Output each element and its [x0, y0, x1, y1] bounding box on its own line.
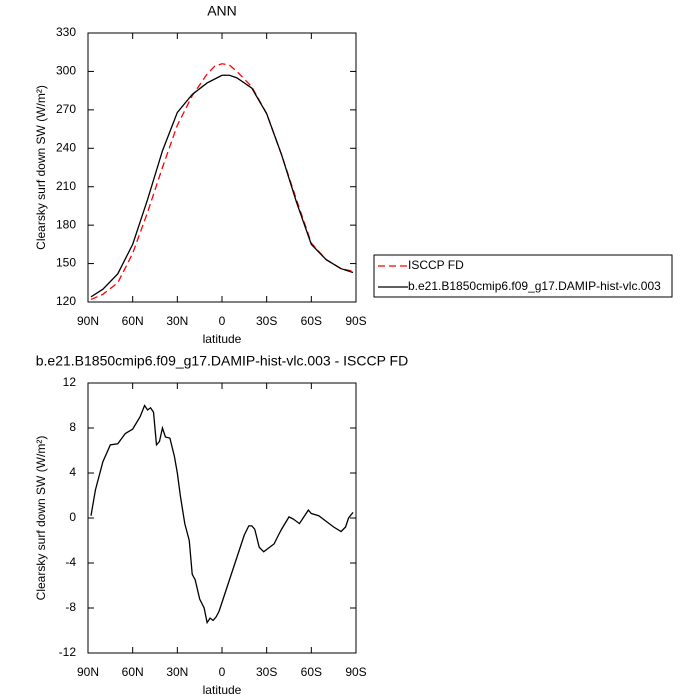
data-line [90, 404, 354, 625]
legend-box [373, 254, 673, 298]
x-tick-label: 60N [122, 314, 144, 328]
y-tick-label: 4 [69, 465, 76, 479]
y-tick-label: 210 [56, 179, 76, 193]
legend-label: b.e21.B1850cmip6.f09_g17.DAMIP-hist-vlc.… [408, 279, 661, 293]
plot-frame [87, 382, 357, 654]
x-tick-label: 30N [166, 314, 188, 328]
y-tick-label: 270 [56, 102, 76, 116]
y-tick-label: 300 [56, 64, 76, 78]
data-line [90, 74, 354, 298]
y-tick-label: -8 [65, 600, 76, 614]
y-axis-label: Clearsky surf down SW (W/m²) [34, 436, 48, 601]
y-tick-label: 0 [69, 510, 76, 524]
legend-label: ISCCP FD [408, 258, 464, 272]
y-tick-label: 180 [56, 217, 76, 231]
x-tick-label: 90N [77, 314, 99, 328]
y-tick-label: 120 [56, 294, 76, 308]
x-tick-label: 60S [301, 314, 322, 328]
x-tick-label: 0 [219, 665, 226, 679]
x-tick-label: 60S [301, 665, 322, 679]
x-axis-label: latitude [203, 683, 242, 697]
y-tick-label: 12 [63, 375, 77, 389]
data-line [90, 63, 354, 301]
y-tick-label: 330 [56, 25, 76, 39]
x-tick-label: 90S [345, 314, 366, 328]
x-tick-label: 60N [122, 665, 144, 679]
x-tick-label: 30N [166, 665, 188, 679]
x-axis-label: latitude [203, 332, 242, 346]
y-tick-label: -4 [65, 555, 76, 569]
x-tick-label: 90S [345, 665, 366, 679]
chart-title: b.e21.B1850cmip6.f09_g17.DAMIP-hist-vlc.… [36, 353, 408, 369]
x-tick-label: 30S [256, 314, 277, 328]
y-tick-label: -12 [59, 645, 77, 659]
y-tick-label: 8 [69, 420, 76, 434]
y-tick-label: 150 [56, 256, 76, 270]
x-tick-label: 30S [256, 665, 277, 679]
x-tick-label: 0 [219, 314, 226, 328]
y-axis-label: Clearsky surf down SW (W/m²) [34, 85, 48, 250]
chart-title: ANN [207, 3, 237, 19]
x-tick-label: 90N [77, 665, 99, 679]
y-tick-label: 240 [56, 140, 76, 154]
